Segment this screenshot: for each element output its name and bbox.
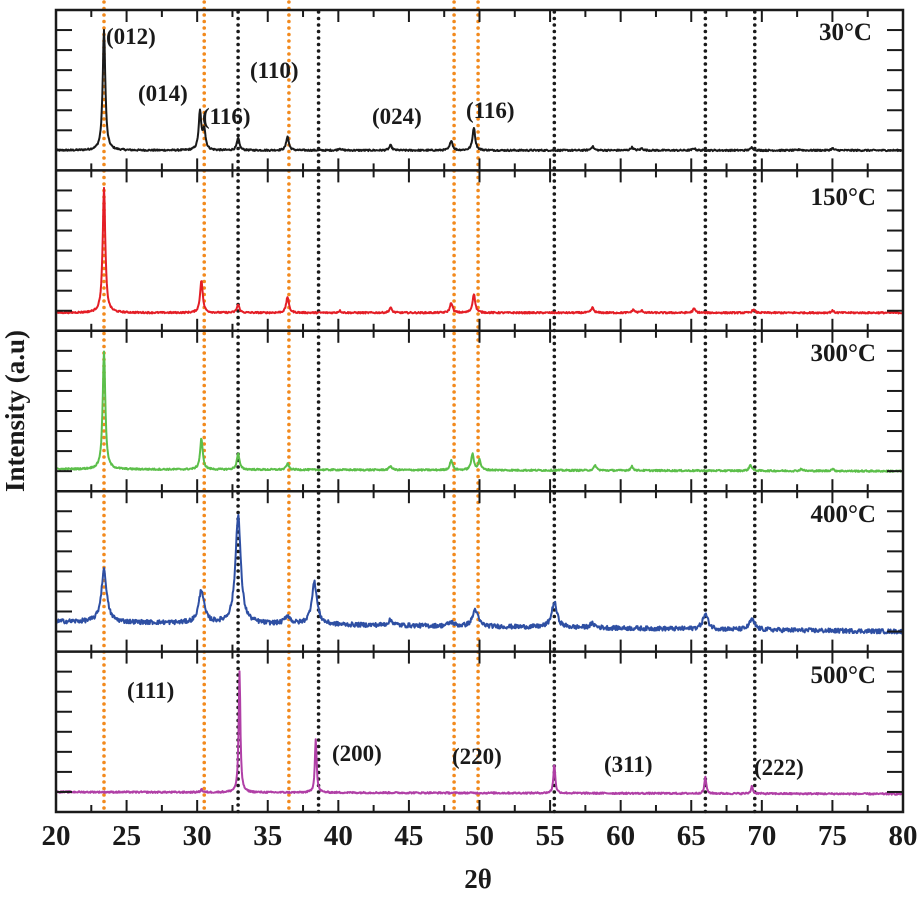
series-150C-line	[55, 186, 904, 315]
x-tick-label: 50	[465, 820, 494, 852]
reference-lines	[102, 0, 757, 814]
annotation: (111)	[127, 678, 174, 703]
series-30C-line	[55, 28, 904, 153]
annotation: (116)	[466, 98, 515, 123]
annotation: (014)	[138, 81, 188, 106]
x-tick-label: 45	[394, 820, 423, 852]
x-tick-labels: 20 25 30 35 40 45 50 55 60 65 70 75 80	[42, 820, 918, 852]
x-tick-label: 80	[889, 820, 918, 852]
panel-label-300: 300°C	[810, 340, 876, 367]
x-tick-label: 65	[677, 820, 706, 852]
x-tick-label: 25	[112, 820, 141, 852]
annotation: (200)	[332, 741, 382, 766]
series-300C-line	[55, 350, 904, 473]
series-400C-line	[55, 513, 904, 635]
annotation: (220)	[452, 744, 502, 769]
series-500C-line	[55, 670, 904, 796]
x-tick-label: 40	[324, 820, 353, 852]
annotation: (012)	[106, 24, 156, 49]
annotation: (110)	[250, 58, 299, 83]
x-tick-label: 75	[818, 820, 847, 852]
panel-label-150: 150°C	[810, 184, 876, 211]
x-tick-label: 55	[536, 820, 565, 852]
panel-label-30: 30°C	[819, 19, 872, 46]
panel-frames	[54, 8, 905, 814]
y-axis-label: Intensity (a.u)	[0, 330, 30, 492]
x-tick-label: 35	[253, 820, 282, 852]
annotation: (024)	[372, 104, 422, 129]
curves	[55, 28, 904, 796]
panel-label-400: 400°C	[810, 501, 876, 528]
x-axis-label: 2θ	[464, 864, 492, 894]
x-tick-label: 60	[606, 820, 635, 852]
x-tick-label: 20	[42, 820, 71, 852]
annotation: (116)	[202, 104, 251, 129]
annotation: (222)	[754, 755, 804, 780]
x-tick-label: 70	[747, 820, 776, 852]
x-tick-label: 30	[183, 820, 212, 852]
annotation: (311)	[604, 752, 653, 777]
temperature-labels: 30°C 150°C 300°C 400°C 500°C	[810, 19, 876, 689]
panel-label-500: 500°C	[810, 662, 876, 689]
annotations: (012) (014) (116) (110) (024) (116) (111…	[106, 24, 804, 780]
